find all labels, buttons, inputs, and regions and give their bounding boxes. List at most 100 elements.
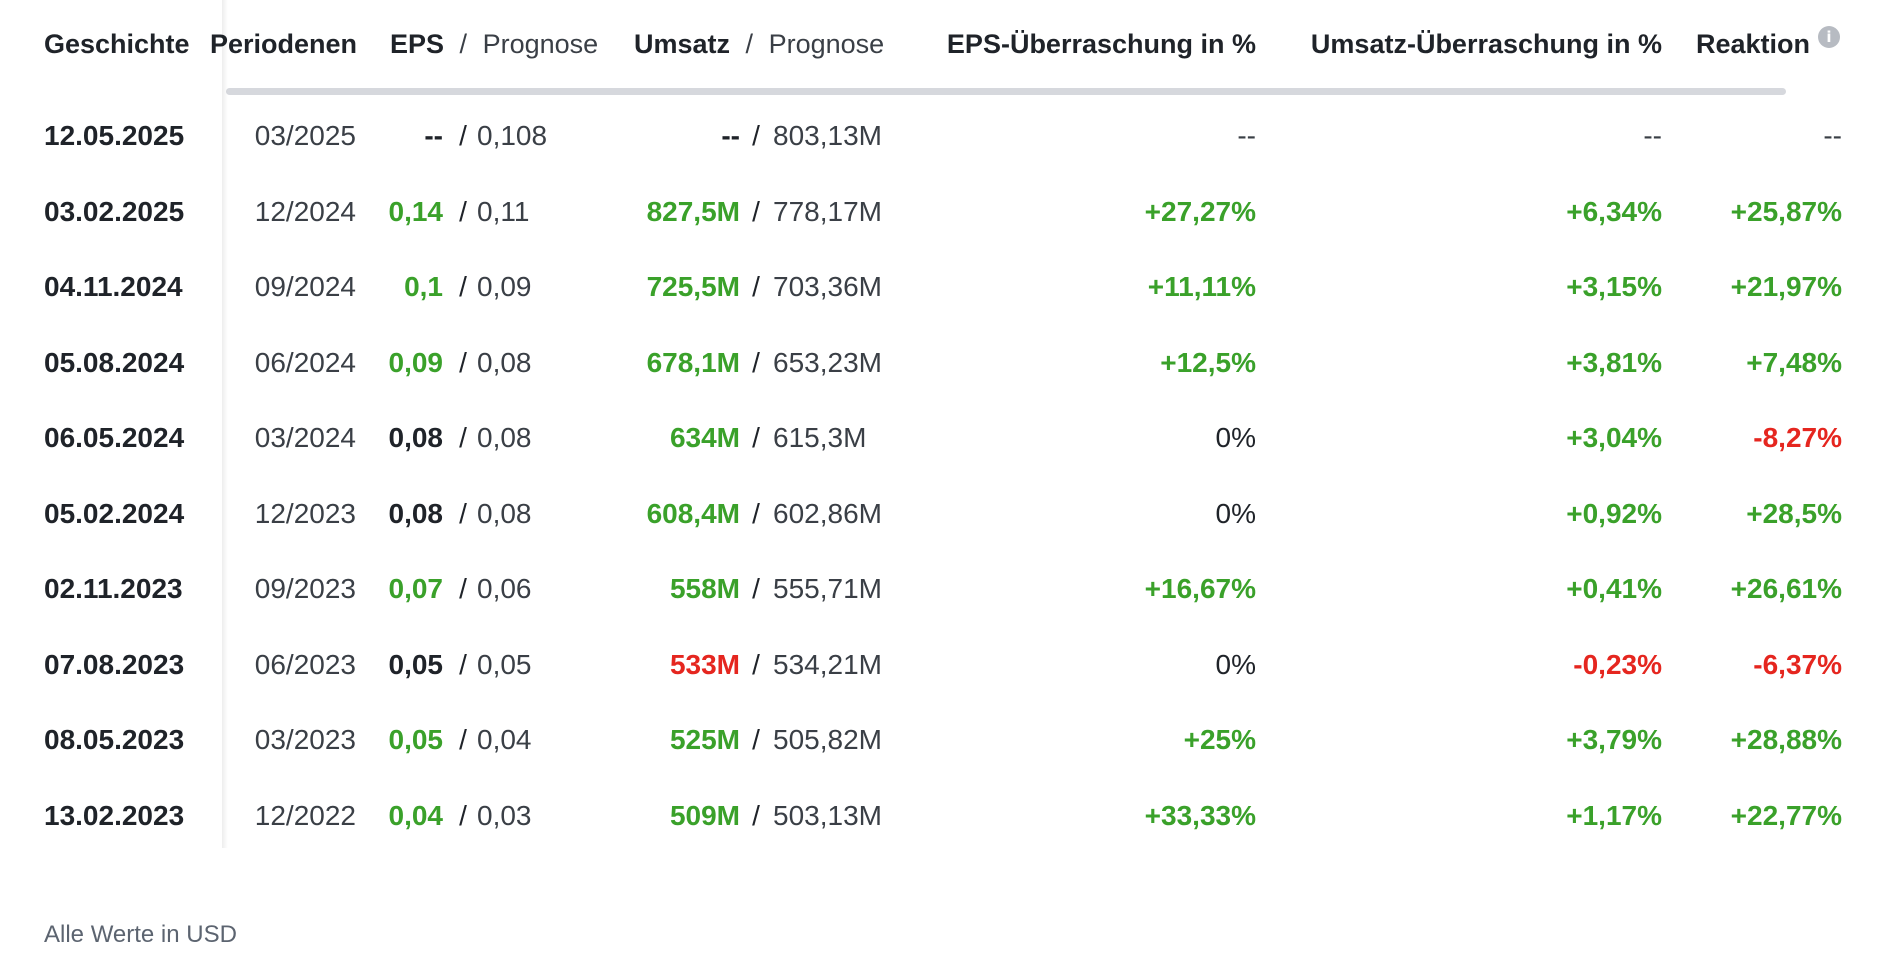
row-revenue-surprise: +3,04% xyxy=(1566,422,1662,453)
row-date: 05.08.2024 xyxy=(44,346,185,378)
table-row[interactable]: 13.02.2023 12/2022 0,04 / 0,03 509M / 503,13M +3… xyxy=(0,796,1889,836)
row-revenue-forecast: 803,13M xyxy=(773,120,882,151)
header-revenue-surprise[interactable]: Umsatz-Überraschung in % xyxy=(1310,29,1662,59)
table-row[interactable]: 03.02.2025 12/2024 0,14 / 0,11 827,5M / 778,17M… xyxy=(0,192,1889,232)
row-eps: 0,05 xyxy=(388,724,444,755)
header-eps-separator: / xyxy=(459,29,468,59)
row-revenue-separator: / xyxy=(752,724,760,755)
row-revenue-forecast: 555,71M xyxy=(773,573,882,604)
header-eps-surprise[interactable]: EPS-Überraschung in % xyxy=(946,29,1256,59)
sticky-column-shadow xyxy=(222,0,228,848)
row-eps-surprise: 0% xyxy=(1215,648,1256,680)
row-eps: 0,08 xyxy=(388,497,444,529)
row-eps-forecast: 0,09 xyxy=(477,271,532,302)
info-icon[interactable]: i xyxy=(1818,26,1840,48)
header-revenue[interactable]: Umsatz / Prognose xyxy=(634,24,934,64)
row-revenue-surprise: +0,92% xyxy=(1566,497,1662,529)
row-revenue-forecast: 503,13M xyxy=(773,799,882,831)
row-eps-separator: / xyxy=(459,573,467,604)
row-revenue-forecast: 615,3M xyxy=(773,422,867,453)
row-revenue-forecast: 534,21M xyxy=(773,648,882,680)
row-date: 03.02.2025 xyxy=(44,195,185,227)
row-eps-separator: / xyxy=(459,422,467,453)
row-date: 13.02.2023 xyxy=(44,799,185,831)
row-revenue-surprise: +6,34% xyxy=(1566,195,1662,227)
row-reaction: +26,61% xyxy=(1730,573,1842,604)
row-date: 07.08.2023 xyxy=(44,648,185,680)
row-reaction: -6,37% xyxy=(1753,648,1842,680)
row-revenue: -- xyxy=(721,120,740,151)
row-revenue-surprise: +1,17% xyxy=(1566,799,1662,831)
currency-footnote: Alle Werte in USD xyxy=(44,921,237,948)
table-row[interactable]: 04.11.2024 09/2024 0,1 / 0,09 725,5M / 703,36M +… xyxy=(0,267,1889,307)
row-period-end: 06/2024 xyxy=(254,346,356,378)
row-eps-separator: / xyxy=(459,346,467,378)
table-row[interactable]: 05.02.2024 12/2023 0,08 / 0,08 608,4M / 602,86M… xyxy=(0,494,1889,534)
row-revenue-separator: / xyxy=(752,120,760,151)
row-revenue: 525M xyxy=(669,724,740,755)
row-eps-forecast: 0,05 xyxy=(477,648,532,680)
table-row[interactable]: 08.05.2023 03/2023 0,05 / 0,04 525M / 505,82M +2… xyxy=(0,720,1889,760)
row-eps-forecast: 0,08 xyxy=(477,422,532,453)
header-eps-forecast: Prognose xyxy=(482,29,599,59)
row-revenue: 558M xyxy=(669,573,740,604)
row-revenue-surprise: +3,15% xyxy=(1566,271,1662,302)
row-reaction: -- xyxy=(1823,120,1842,151)
table-row[interactable]: 07.08.2023 06/2023 0,05 / 0,05 533M / 534,21M 0%… xyxy=(0,645,1889,685)
row-reaction: +28,5% xyxy=(1746,497,1842,529)
row-revenue: 725,5M xyxy=(646,271,740,302)
row-eps-surprise: -- xyxy=(1237,120,1256,151)
row-reaction: +28,88% xyxy=(1730,724,1842,755)
table-row[interactable]: 05.08.2024 06/2024 0,09 / 0,08 678,1M / 653,23M… xyxy=(0,343,1889,383)
row-period-end: 09/2023 xyxy=(254,573,356,604)
row-revenue-separator: / xyxy=(752,422,760,453)
row-date: 06.05.2024 xyxy=(44,422,185,453)
row-period-end: 12/2024 xyxy=(254,195,356,227)
row-eps-forecast: 0,08 xyxy=(477,346,532,378)
row-eps-surprise: +12,5% xyxy=(1160,346,1256,378)
row-eps-forecast: 0,108 xyxy=(477,120,548,151)
row-eps-forecast: 0,03 xyxy=(477,799,532,831)
table-row[interactable]: 12.05.2025 03/2025 -- / 0,108 -- / 803,13M -- -- -… xyxy=(0,116,1889,156)
table-row[interactable]: 02.11.2023 09/2023 0,07 / 0,06 558M / 555,71M +1… xyxy=(0,569,1889,609)
row-period-end: 12/2022 xyxy=(254,799,356,831)
header-period-end[interactable]: Periodenende xyxy=(210,24,356,64)
row-revenue-surprise: +0,41% xyxy=(1566,573,1662,604)
header-period-end-label: Periodenende xyxy=(210,29,356,59)
row-revenue-surprise: +3,79% xyxy=(1566,724,1662,755)
row-eps: 0,04 xyxy=(388,799,444,831)
row-revenue-forecast: 653,23M xyxy=(773,346,882,378)
row-revenue-forecast: 505,82M xyxy=(773,724,882,755)
row-period-end: 12/2023 xyxy=(254,497,356,529)
row-eps-separator: / xyxy=(459,497,467,529)
row-revenue: 533M xyxy=(669,648,740,680)
header-reaction[interactable]: Reaktion xyxy=(1695,29,1810,59)
row-eps-surprise: +27,27% xyxy=(1144,195,1256,227)
header-history[interactable]: Geschichte xyxy=(44,29,190,59)
row-revenue: 634M xyxy=(669,422,740,453)
horizontal-scrollbar[interactable] xyxy=(226,88,1786,95)
row-date: 12.05.2025 xyxy=(44,120,185,151)
row-eps: 0,08 xyxy=(388,422,444,453)
row-eps-separator: / xyxy=(459,724,467,755)
row-reaction: -8,27% xyxy=(1753,422,1842,453)
row-date: 02.11.2023 xyxy=(44,573,183,604)
row-period-end: 09/2024 xyxy=(254,271,356,302)
row-eps-separator: / xyxy=(459,120,467,151)
row-revenue: 827,5M xyxy=(646,195,740,227)
table-row[interactable]: 06.05.2024 03/2024 0,08 / 0,08 634M / 615,3M 0% +… xyxy=(0,418,1889,458)
row-eps-separator: / xyxy=(459,799,467,831)
row-reaction: +25,87% xyxy=(1730,195,1842,227)
row-eps-surprise: 0% xyxy=(1215,422,1256,453)
header-revenue-separator: / xyxy=(745,29,754,59)
row-period-end: 06/2023 xyxy=(254,648,356,680)
row-eps-separator: / xyxy=(459,195,467,227)
header-eps-label: EPS xyxy=(390,29,445,59)
row-eps: 0,05 xyxy=(388,648,444,680)
row-revenue-forecast: 703,36M xyxy=(773,271,882,302)
row-eps: 0,09 xyxy=(388,346,444,378)
row-eps-forecast: 0,04 xyxy=(477,724,532,755)
header-eps[interactable]: EPS / Prognose xyxy=(390,24,620,64)
header-revenue-forecast: Prognose xyxy=(768,29,885,59)
